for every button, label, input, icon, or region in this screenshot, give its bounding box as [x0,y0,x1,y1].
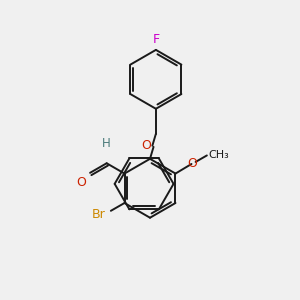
Text: O: O [76,176,86,189]
Text: O: O [142,139,152,152]
Text: O: O [187,158,197,170]
Text: H: H [102,137,111,150]
Text: Br: Br [92,208,106,220]
Text: CH₃: CH₃ [208,150,230,161]
Text: F: F [152,33,160,46]
